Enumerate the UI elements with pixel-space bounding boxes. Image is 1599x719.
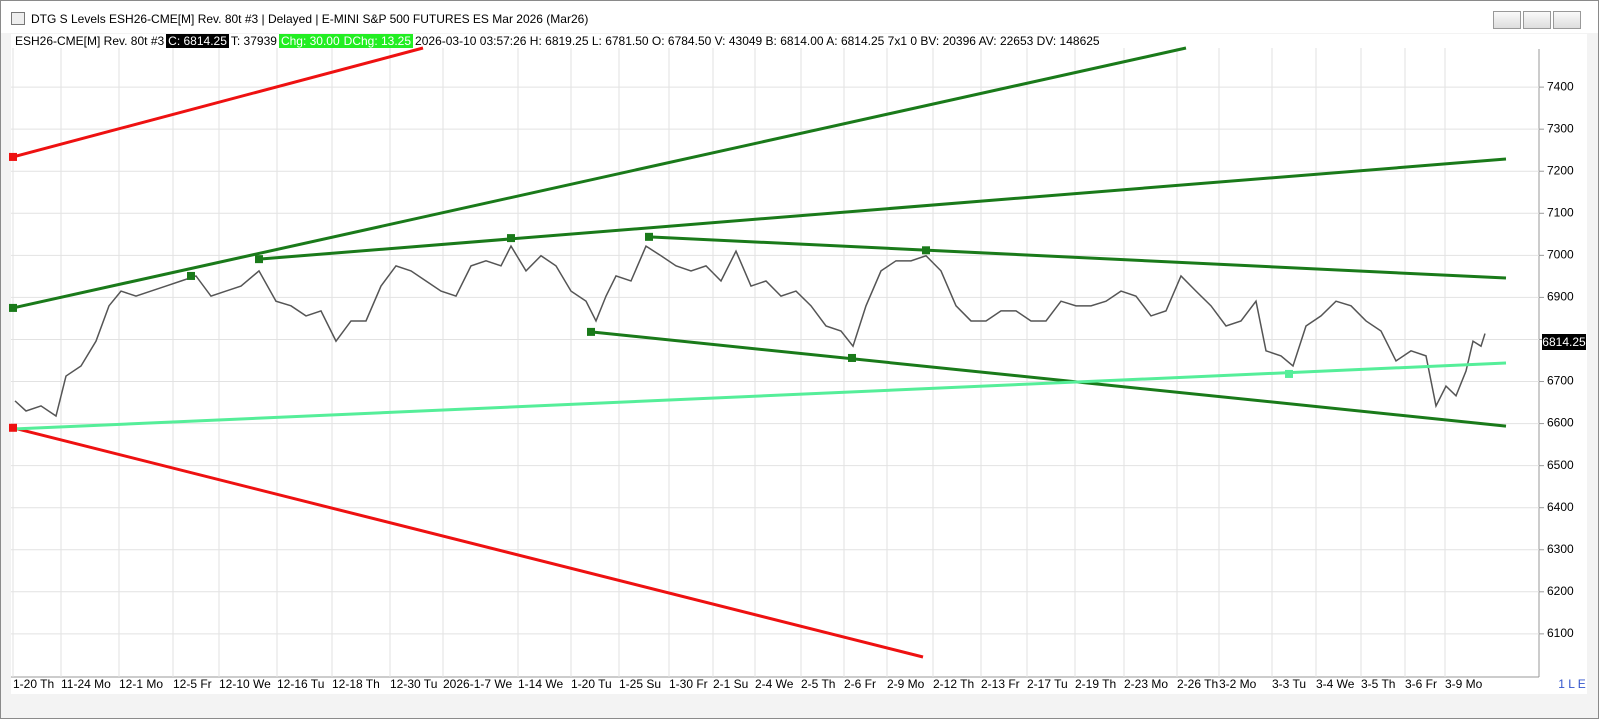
anchor-point <box>507 234 515 243</box>
x-tick-label: 2-1 Su <box>713 677 748 691</box>
y-tick-label: 6200 <box>1547 584 1574 598</box>
x-tick-label: 1-25 Su <box>619 677 661 691</box>
anchor-point <box>9 423 17 432</box>
x-tick-label: 2-23 Mo <box>1124 677 1168 691</box>
y-tick-label: 6500 <box>1547 458 1574 472</box>
x-tick-label: 11-24 Mo <box>61 677 111 691</box>
anchor-point <box>587 327 595 336</box>
x-tick-label: 2-17 Tu <box>1027 677 1068 691</box>
anchor-point <box>9 303 17 312</box>
symbol: ESH26-CME[M] Rev. 80t #3 <box>15 34 165 48</box>
trend-line <box>648 235 1507 280</box>
y-tick-label: 7100 <box>1547 205 1574 219</box>
trend-line <box>12 361 1507 431</box>
x-tick-label: 3-4 We <box>1316 677 1355 691</box>
trend-line <box>12 46 1187 310</box>
chart-background <box>11 34 1587 694</box>
x-tick-label: 1-14 We <box>518 677 563 691</box>
x-tick-label: 12-16 Tu <box>277 677 324 691</box>
anchor-point <box>1285 369 1293 378</box>
x-tick-label: 2-13 Fr <box>981 677 1020 691</box>
x-tick-label: 1-30 Fr <box>669 677 708 691</box>
x-tick-label: 3-5 Th <box>1361 677 1395 691</box>
x-tick-label: 2026-1-7 We <box>443 677 512 691</box>
y-tick-label: 7200 <box>1547 163 1574 177</box>
x-tick-label: 2-6 Fr <box>844 677 876 691</box>
price-line <box>14 244 1486 418</box>
plot-area: 6100620063006400650066006700680069007000… <box>9 46 1574 691</box>
trend-line <box>258 157 1507 261</box>
anchor-point <box>187 271 195 280</box>
x-tick-label: 12-18 Th <box>332 677 380 691</box>
anchor-point <box>922 246 930 255</box>
x-tick-label: 3-9 Mo <box>1445 677 1483 691</box>
x-tick-label: 2-5 Th <box>801 677 835 691</box>
corner-box <box>1557 677 1587 693</box>
anchor-point <box>848 353 856 362</box>
trend-line <box>12 46 424 159</box>
y-tick-label: 7400 <box>1547 79 1574 93</box>
y-tick-label: 6900 <box>1547 290 1574 304</box>
maximize-button[interactable] <box>1523 11 1551 29</box>
x-tick-label: 3-2 Mo <box>1219 677 1257 691</box>
close-button[interactable] <box>1553 11 1581 29</box>
y-tick-label: 7000 <box>1547 248 1574 262</box>
change: Chg: 30.00 <box>278 34 342 48</box>
x-tick-label: 12-1 Mo <box>119 677 163 691</box>
x-tick-label: 2-26 Th <box>1177 677 1218 691</box>
x-tick-label: 12-5 Fr <box>173 677 212 691</box>
y-tick-label: 6400 <box>1547 500 1574 514</box>
day-change: DChg: 13.25 <box>341 34 414 48</box>
x-tick-label: 3-3 Tu <box>1272 677 1306 691</box>
app-icon <box>11 12 25 25</box>
close: C: 6814.25 <box>166 34 229 48</box>
x-tick-label: 3-6 Fr <box>1405 677 1437 691</box>
y-tick-label: 7300 <box>1547 121 1574 135</box>
y-tick-label: 6100 <box>1547 626 1574 640</box>
x-tick-label: 2-4 We <box>755 677 794 691</box>
x-tick-label: 2-19 Th <box>1075 677 1116 691</box>
last-price-box <box>1542 334 1586 350</box>
anchor-point <box>645 232 653 241</box>
x-tick-label: 2-12 Th <box>933 677 974 691</box>
window-title: DTG S Levels ESH26-CME[M] Rev. 80t #3 | … <box>31 12 589 26</box>
trend-line <box>12 426 924 659</box>
y-tick-label: 6700 <box>1547 374 1574 388</box>
anchor-point <box>255 255 263 264</box>
x-tick-label: 12-10 We <box>219 677 271 691</box>
x-tick-label: 12-30 Tu <box>390 677 437 691</box>
x-tick-label: 1-20 Th <box>13 677 54 691</box>
x-tick-label: 2-9 Mo <box>887 677 925 691</box>
x-tick-label: 1-20 Tu <box>571 677 612 691</box>
y-tick-label: 6600 <box>1547 416 1574 430</box>
minimize-button[interactable] <box>1493 11 1521 29</box>
anchor-point <box>9 152 17 161</box>
y-tick-label: 6300 <box>1547 542 1574 556</box>
details: 2026-03-10 03:57:26 H: 6819.25 L: 6781.5… <box>415 34 1100 48</box>
trend-line <box>590 330 1507 428</box>
corner-label[interactable]: 1 L E <box>1558 677 1586 691</box>
info-bar: ESH26-CME[M] Rev. 80t #3 C: 6814.25 T: 379… <box>13 34 1102 49</box>
title-bar: DTG S Levels ESH26-CME[M] Rev. 80t #3 | … <box>1 1 1598 33</box>
last-price-label: 6814.25 <box>1542 335 1586 349</box>
ticks: T: 37939 <box>230 34 277 48</box>
